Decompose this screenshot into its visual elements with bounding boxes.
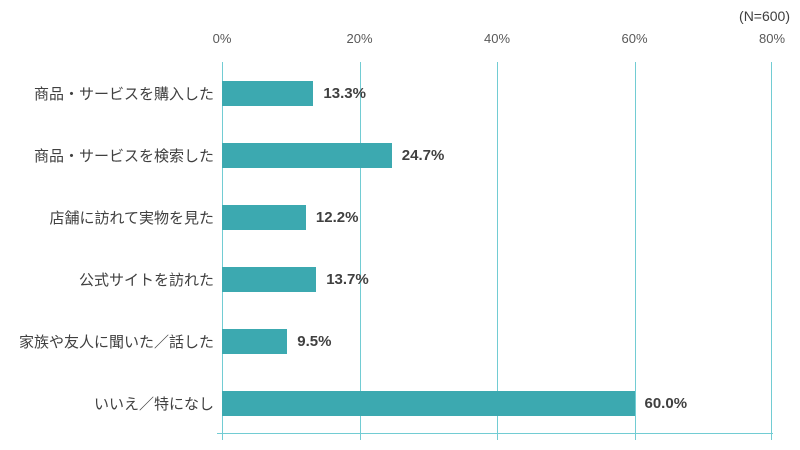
bar: [222, 204, 306, 230]
axis-tick-40: [497, 434, 498, 440]
bar-row: 商品・サービスを購入した 13.3%: [0, 62, 800, 124]
value-label: 9.5%: [297, 332, 332, 350]
x-tick-label-20: 20%: [346, 31, 373, 46]
axis-tick-60: [634, 434, 636, 440]
x-axis-tick-labels: 0% 20% 40% 60% 80%: [213, 31, 785, 49]
category-label: 商品・サービスを購入した: [33, 85, 214, 103]
bar: [222, 80, 314, 106]
axis-tick-80: [771, 434, 772, 440]
category-label: 家族や友人に聞いた／話した: [18, 333, 214, 351]
x-tick-label-80: 80%: [758, 31, 786, 46]
value-label: 60.0%: [644, 394, 688, 412]
gridline-20: [359, 62, 361, 434]
bar-row: 家族や友人に聞いた／話した 9.5%: [0, 310, 800, 372]
category-label: 商品・サービスを検索した: [33, 147, 214, 165]
sample-size-label: (N=600): [739, 8, 790, 24]
bar: [222, 328, 288, 354]
category-label: 店舗に訪れて実物を見た: [49, 209, 214, 227]
bar-row: 店舗に訪れて実物を見た 12.2%: [0, 186, 800, 248]
bar-row: 公式サイトを訪れた 13.7%: [0, 248, 800, 310]
bar: [222, 390, 635, 416]
x-axis-line: [217, 433, 773, 434]
axis-tick-0: [222, 434, 223, 440]
gridline-60: [634, 62, 636, 434]
gridline-80: [771, 62, 772, 434]
plot-area: [217, 62, 773, 440]
value-label: 24.7%: [401, 146, 445, 164]
category-label: いいえ／特になし: [93, 395, 214, 413]
bar-rows: 商品・サービスを購入した 13.3% 商品・サービスを検索した 24.7% 店舗…: [0, 62, 800, 434]
category-label: 公式サイトを訪れた: [78, 271, 214, 289]
bar: [222, 142, 392, 168]
value-label: 12.2%: [315, 208, 359, 226]
gridline-0: [222, 62, 223, 434]
x-tick-label-0: 0%: [212, 31, 232, 46]
x-tick-label-60: 60%: [621, 31, 648, 46]
axis-tick-20: [359, 434, 361, 440]
bar-row: 商品・サービスを検索した 24.7%: [0, 124, 800, 186]
bar: [222, 266, 317, 292]
value-label: 13.3%: [323, 84, 366, 102]
bar-row: いいえ／特になし 60.0%: [0, 372, 800, 434]
x-tick-label-40: 40%: [483, 31, 511, 46]
value-label: 13.7%: [326, 270, 369, 288]
gridline-40: [497, 62, 498, 434]
